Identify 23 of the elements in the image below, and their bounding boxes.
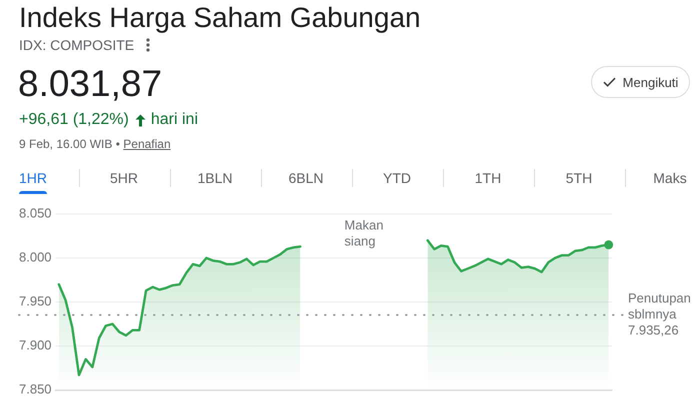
text: +96,61 (1,22%) (19, 110, 129, 130)
text: Mengikuti (622, 74, 678, 90)
text: 1TH (474, 170, 502, 186)
text: YTD (383, 170, 411, 186)
y-tick-label: 8.050 (19, 206, 52, 221)
text: 8.031,87 (18, 62, 162, 106)
y-tick-label: 7.850 (19, 382, 52, 397)
text: 1BLN (197, 170, 233, 186)
text: 5TH (566, 170, 592, 186)
text: 5HR (110, 170, 138, 186)
text: 1HR (18, 170, 47, 186)
text: 6BLN (288, 170, 324, 186)
y-tick-label: 7.950 (19, 294, 52, 309)
y-tick-label: 8.000 (19, 250, 52, 265)
text: Penafian (123, 137, 171, 151)
chart-subtitle: IDX: COMPOSITE (19, 36, 134, 54)
ref-line-label: Penutupan sblmnya 7.935,26 (628, 290, 691, 338)
text: Maks (653, 170, 687, 186)
text: 9 Feb, 16.00 WIB • (19, 137, 121, 151)
y-tick-label: 7.900 (19, 338, 52, 353)
text: hari ini (150, 110, 198, 130)
annotation: Makan siang (344, 218, 384, 249)
chart-title: Indeks Harga Saham Gabungan (19, 2, 421, 34)
